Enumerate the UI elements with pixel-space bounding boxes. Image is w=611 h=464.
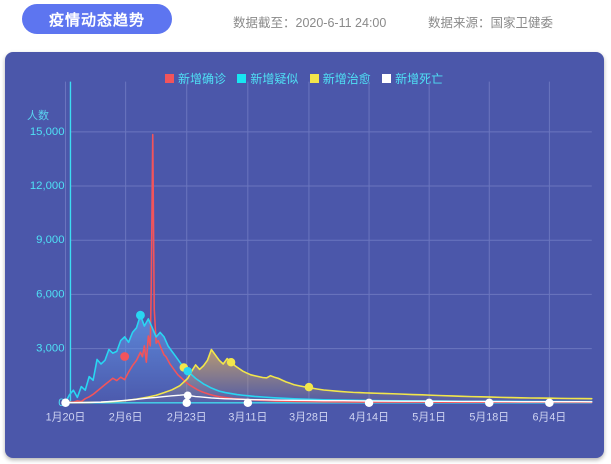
svg-text:6,000: 6,000 (36, 288, 64, 300)
svg-text:15,000: 15,000 (30, 126, 65, 138)
svg-text:12,000: 12,000 (30, 180, 65, 192)
svg-text:2月6日: 2月6日 (109, 412, 143, 424)
svg-text:2月23日: 2月23日 (167, 412, 207, 424)
svg-text:4月14日: 4月14日 (349, 412, 389, 424)
svg-text:3月28日: 3月28日 (289, 412, 329, 424)
svg-text:5月1日: 5月1日 (412, 412, 446, 424)
svg-text:6月4日: 6月4日 (533, 412, 567, 424)
svg-text:1月20日: 1月20日 (46, 412, 86, 424)
svg-text:3,000: 3,000 (36, 343, 64, 355)
svg-text:5月18日: 5月18日 (469, 412, 509, 424)
svg-text:3月11日: 3月11日 (228, 412, 267, 424)
svg-text:9,000: 9,000 (36, 234, 64, 246)
